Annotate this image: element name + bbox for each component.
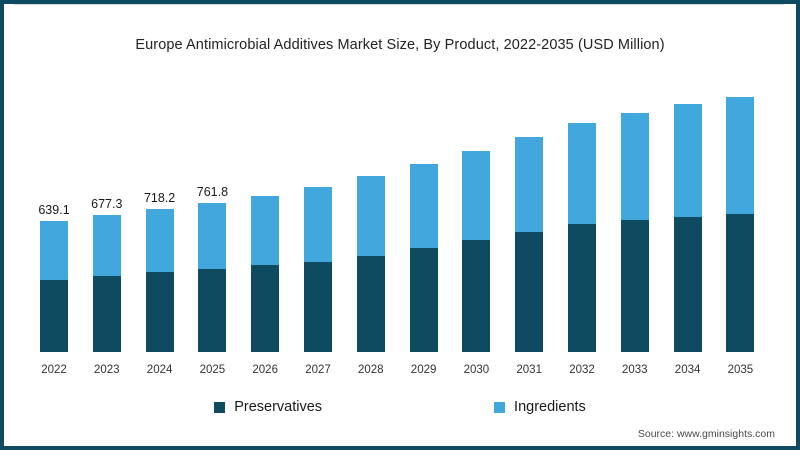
bar-segment-ingredients[interactable] [515,137,544,232]
bar-segment-preservatives[interactable] [145,272,174,352]
square-swatch-icon [494,401,506,413]
page-title: Europe Antimicrobial Additives Market Si… [135,37,665,53]
plot-area: 639.1 677.3 718.2 761.8 2022 2023 2024 2025 202… [4,4,796,446]
bar-segment-ingredients[interactable] [620,113,649,220]
bar-segment-ingredients[interactable] [673,104,702,217]
x-axis-tick-2033: 2033 [622,364,648,376]
square-swatch-icon [214,401,226,413]
bar-segment-ingredients[interactable] [304,187,332,262]
bar-column[interactable] [251,196,280,352]
bar-value-label: 718.2 [143,191,176,205]
bar-segment-preservatives[interactable] [409,248,438,352]
bar-segment-ingredients[interactable] [40,221,68,280]
bar-segment-preservatives[interactable] [198,269,227,352]
x-axis-tick-2022: 2022 [41,364,67,376]
bar-segment-preservatives[interactable] [251,265,280,352]
x-axis-tick-2023: 2023 [94,364,120,376]
bar-segment-ingredients[interactable] [92,215,121,276]
bar-column[interactable] [356,176,385,352]
bar-column[interactable]: 718.2 [144,191,175,352]
bar-segment-ingredients[interactable] [251,196,280,265]
bar-value-label: 677.3 [91,197,123,211]
source-attribution: Source: www.gminsights.com [637,428,775,440]
x-axis-tick-2030: 2030 [463,364,490,376]
bar-column[interactable] [673,104,702,352]
bar-column[interactable] [304,187,332,352]
bar-segment-preservatives[interactable] [726,214,755,352]
bar-column[interactable] [515,137,544,352]
bar-segment-preservatives[interactable] [92,276,121,352]
x-axis-tick-2032: 2032 [569,364,595,376]
legend-label: Preservatives [234,399,323,415]
x-axis-tick-2024: 2024 [146,364,173,376]
bar-segment-ingredients[interactable] [462,151,491,240]
bar-segment-ingredients[interactable] [409,164,438,248]
bar-value-label: 761.8 [196,185,229,199]
bar-segment-preservatives[interactable] [620,220,649,352]
x-axis-line [14,4,784,5]
bar-segment-preservatives[interactable] [462,240,491,352]
x-axis-tick-2034: 2034 [674,364,701,376]
legend-item-preservatives[interactable]: Preservatives [214,399,322,415]
bar-column[interactable] [620,113,649,352]
legend-item-ingredients[interactable]: Ingredients [494,399,586,415]
x-axis-tick-2031: 2031 [516,364,542,376]
bar-column[interactable]: 639.1 [38,203,70,352]
bar-segment-ingredients[interactable] [726,97,755,214]
x-axis-tick-2027: 2027 [305,364,331,376]
chart-legend: Preservatives Ingredients [4,399,796,415]
x-axis-tick-2035: 2035 [727,364,754,376]
bar-column[interactable]: 761.8 [197,185,228,352]
bar-segment-preservatives[interactable] [40,280,68,352]
bar-column[interactable] [568,123,596,352]
bar-column[interactable] [409,164,438,352]
bar-column[interactable] [462,151,491,352]
bar-segment-preservatives[interactable] [568,224,596,352]
bar-segment-preservatives[interactable] [304,262,332,352]
bar-segment-ingredients[interactable] [145,209,174,272]
x-axis-tick-2025: 2025 [199,364,226,376]
x-axis-tick-2026: 2026 [252,364,278,376]
bar-segment-ingredients[interactable] [568,123,596,224]
bar-column[interactable] [726,97,755,352]
bar-segment-preservatives[interactable] [356,256,385,352]
bar-column[interactable]: 677.3 [91,197,122,352]
x-axis-tick-2029: 2029 [410,364,437,376]
bar-segment-ingredients[interactable] [356,176,385,256]
x-axis-tick-2028: 2028 [358,364,384,376]
bar-segment-preservatives[interactable] [515,232,544,352]
bar-segment-preservatives[interactable] [673,217,702,352]
bar-value-label: 639.1 [38,203,70,217]
legend-label: Ingredients [514,399,586,415]
bar-segment-ingredients[interactable] [198,203,227,269]
